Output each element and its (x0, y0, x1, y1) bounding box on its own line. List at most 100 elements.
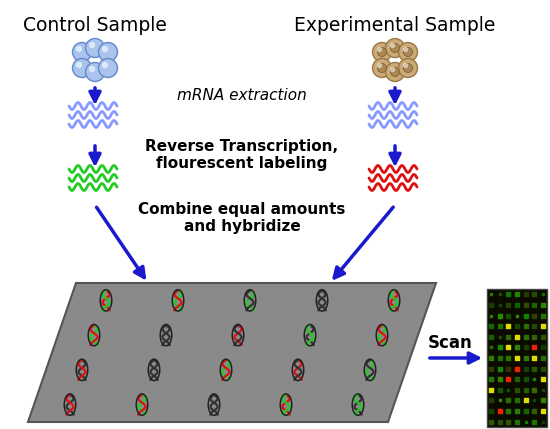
Point (530, 418, 538, 425)
Point (504, 354, 513, 361)
Circle shape (85, 39, 104, 57)
Point (530, 397, 538, 404)
Circle shape (90, 42, 95, 48)
Point (487, 408, 496, 414)
Point (521, 312, 530, 319)
Point (504, 344, 513, 351)
Point (496, 333, 504, 340)
Circle shape (76, 46, 81, 51)
Circle shape (102, 46, 107, 51)
Point (513, 354, 521, 361)
Point (487, 302, 496, 308)
Polygon shape (28, 283, 436, 422)
Point (521, 333, 530, 340)
Point (530, 354, 538, 361)
Point (487, 354, 496, 361)
Point (538, 323, 547, 329)
Point (521, 418, 530, 425)
Point (487, 365, 496, 372)
Circle shape (399, 58, 417, 78)
Point (513, 312, 521, 319)
Text: Scan: Scan (428, 334, 473, 352)
Circle shape (73, 42, 91, 61)
Point (521, 365, 530, 372)
Point (496, 376, 504, 383)
Point (504, 302, 513, 308)
Circle shape (390, 67, 399, 76)
Point (504, 387, 513, 393)
Point (513, 333, 521, 340)
Point (513, 376, 521, 383)
Point (521, 323, 530, 329)
Text: Experimental Sample: Experimental Sample (294, 16, 496, 35)
Point (487, 387, 496, 393)
Point (496, 344, 504, 351)
Circle shape (386, 63, 404, 82)
Circle shape (390, 43, 394, 48)
Point (521, 376, 530, 383)
Point (521, 408, 530, 414)
Point (513, 302, 521, 308)
Circle shape (73, 58, 91, 78)
Point (496, 365, 504, 372)
Point (538, 333, 547, 340)
Point (530, 376, 538, 383)
Point (538, 376, 547, 383)
Point (530, 323, 538, 329)
Point (538, 408, 547, 414)
Circle shape (98, 42, 118, 61)
Point (487, 323, 496, 329)
Point (496, 408, 504, 414)
Point (504, 397, 513, 404)
Point (496, 387, 504, 393)
Point (538, 312, 547, 319)
Circle shape (90, 66, 95, 72)
Point (530, 365, 538, 372)
Text: Reverse Transcription,
flourescent labeling: Reverse Transcription, flourescent label… (145, 139, 339, 171)
Circle shape (404, 48, 412, 57)
Bar (487, 289, 547, 427)
Point (538, 387, 547, 393)
Circle shape (377, 48, 387, 57)
Point (530, 291, 538, 298)
Circle shape (390, 67, 394, 72)
Point (538, 354, 547, 361)
Point (530, 312, 538, 319)
Circle shape (404, 48, 408, 51)
Point (521, 387, 530, 393)
Point (521, 354, 530, 361)
Text: mRNA extraction: mRNA extraction (177, 88, 307, 103)
Point (513, 323, 521, 329)
Point (496, 354, 504, 361)
Point (504, 323, 513, 329)
Point (521, 397, 530, 404)
Text: Control Sample: Control Sample (23, 16, 167, 35)
Point (513, 344, 521, 351)
Point (487, 397, 496, 404)
Circle shape (372, 58, 392, 78)
Circle shape (377, 63, 382, 67)
Point (496, 418, 504, 425)
Circle shape (85, 63, 104, 82)
Point (538, 344, 547, 351)
Point (521, 344, 530, 351)
Point (521, 302, 530, 308)
Point (513, 397, 521, 404)
Point (487, 418, 496, 425)
Point (538, 418, 547, 425)
Point (538, 365, 547, 372)
Point (504, 418, 513, 425)
Point (513, 418, 521, 425)
Circle shape (76, 63, 81, 67)
Point (513, 387, 521, 393)
Point (504, 365, 513, 372)
Point (538, 397, 547, 404)
Point (487, 333, 496, 340)
Point (530, 387, 538, 393)
Point (513, 365, 521, 372)
Circle shape (390, 43, 399, 52)
Point (513, 408, 521, 414)
Point (504, 376, 513, 383)
Circle shape (98, 58, 118, 78)
Point (487, 376, 496, 383)
